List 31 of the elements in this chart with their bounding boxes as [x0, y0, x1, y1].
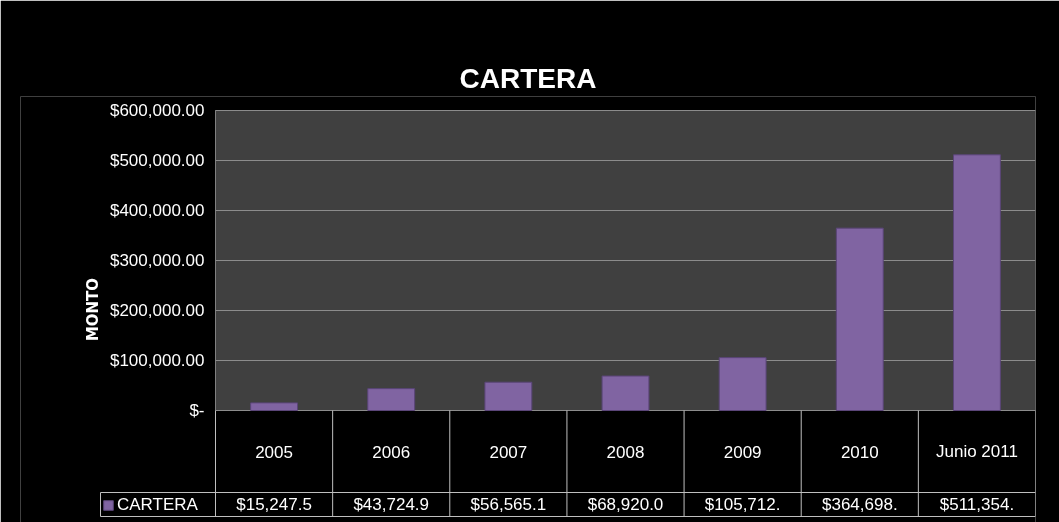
y-tick-label: $600,000.00: [109, 101, 205, 120]
x-tick-label: 2006: [372, 442, 411, 462]
data-label: $511,354.: [939, 495, 1015, 514]
y-tick-label: $100,000.00: [109, 351, 205, 370]
y-tick-label: $400,000.00: [109, 201, 205, 220]
data-label: $364,698.: [821, 495, 898, 514]
x-tick-label: 2007: [489, 442, 528, 462]
y-tick-label: $500,000.00: [109, 151, 205, 170]
bar: [367, 388, 416, 411]
chart-title: CARTERA: [459, 62, 597, 94]
x-tick-label: 2009: [723, 442, 762, 462]
x-tick-label: 2010: [840, 442, 879, 462]
bar: [835, 227, 884, 411]
legend-label: CARTERA: [117, 495, 198, 515]
y-tick-label: $300,000.00: [109, 251, 205, 270]
bar: [953, 154, 1001, 411]
data-label: $105,712.: [704, 495, 781, 514]
bar: [601, 375, 650, 411]
bar: [718, 357, 767, 411]
bar: [484, 381, 533, 411]
x-tick-label: 2008: [606, 442, 645, 462]
y-tick-label: $-: [189, 401, 205, 420]
data-label: $68,920.0: [587, 495, 664, 514]
data-label: $56,565.1: [470, 495, 547, 514]
bar: [250, 402, 298, 411]
data-label: $43,724.9: [353, 495, 430, 514]
data-label: $15,247.5: [236, 495, 312, 514]
y-tick-label: $200,000.00: [109, 301, 205, 320]
x-tick-label: 2005: [255, 442, 293, 462]
y-axis-title: MONTO: [83, 277, 102, 342]
x-tick-label: Junio 2011: [935, 442, 1018, 461]
